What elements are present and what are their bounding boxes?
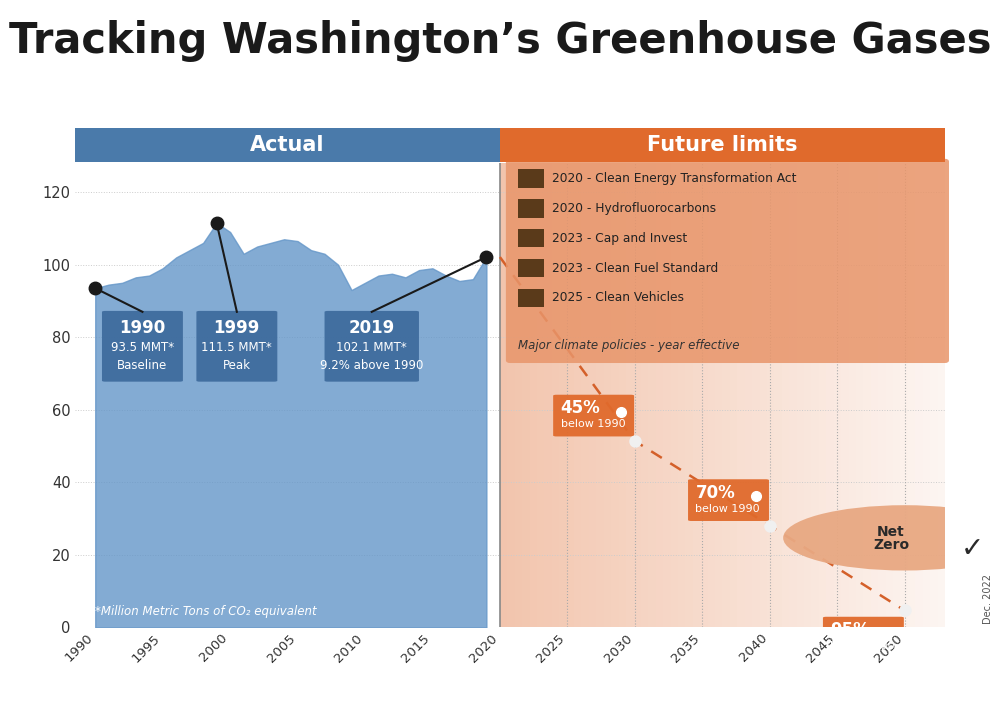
Text: 2020 - Hydrofluorocarbons: 2020 - Hydrofluorocarbons (552, 202, 716, 215)
Text: below 1990: below 1990 (830, 642, 895, 652)
Bar (826, 163, 834, 627)
Bar (589, 163, 596, 627)
Text: 2023 - Cap and Invest: 2023 - Cap and Invest (552, 232, 687, 245)
Text: Tracking Washington’s Greenhouse Gases: Tracking Washington’s Greenhouse Gases (9, 20, 991, 62)
Bar (737, 163, 745, 627)
Bar (500, 163, 507, 627)
FancyBboxPatch shape (325, 311, 419, 381)
Text: Baseline: Baseline (117, 359, 168, 372)
Text: 70%: 70% (695, 484, 735, 502)
Bar (886, 163, 893, 627)
Bar (656, 163, 663, 627)
Bar (708, 163, 715, 627)
Bar (797, 163, 804, 627)
Bar (567, 163, 574, 627)
Bar (507, 163, 515, 627)
Text: 2020 - Clean Energy Transformation Act: 2020 - Clean Energy Transformation Act (552, 172, 796, 185)
Text: 1999: 1999 (214, 319, 260, 337)
Bar (544, 163, 552, 627)
Bar (715, 163, 722, 627)
Bar (522, 163, 530, 627)
FancyBboxPatch shape (823, 617, 904, 659)
Bar (663, 163, 671, 627)
Bar (559, 163, 567, 627)
Bar (537, 163, 544, 627)
Text: Actual: Actual (250, 135, 325, 155)
Text: below 1990: below 1990 (561, 419, 625, 430)
Bar (782, 163, 789, 627)
Text: ✓: ✓ (960, 535, 984, 563)
Bar (760, 163, 767, 627)
Text: Dec. 2022: Dec. 2022 (983, 574, 993, 624)
Bar (648, 163, 656, 627)
Text: *Million Metric Tons of CO₂ equivalent: *Million Metric Tons of CO₂ equivalent (95, 605, 317, 618)
Bar (745, 163, 752, 627)
Bar (574, 163, 581, 627)
Bar (900, 163, 908, 627)
Bar (856, 163, 863, 627)
Bar (767, 163, 774, 627)
Bar (834, 163, 841, 627)
Bar (604, 163, 611, 627)
Text: 45%: 45% (561, 399, 600, 418)
Bar (596, 163, 604, 627)
Bar (893, 163, 900, 627)
Bar (515, 163, 522, 627)
Bar (633, 163, 641, 627)
Bar (722, 163, 730, 627)
Bar (841, 163, 849, 627)
FancyBboxPatch shape (196, 311, 277, 381)
Bar (693, 163, 700, 627)
Bar (871, 163, 878, 627)
Bar (789, 163, 797, 627)
Bar (530, 163, 537, 627)
FancyBboxPatch shape (688, 479, 769, 521)
Bar (923, 163, 930, 627)
Text: Future limits: Future limits (647, 135, 798, 155)
Bar (552, 163, 559, 627)
Bar (626, 163, 633, 627)
Bar (915, 163, 923, 627)
Bar (611, 163, 619, 627)
Bar (938, 163, 945, 627)
Bar (581, 163, 589, 627)
Text: Zero: Zero (873, 538, 909, 552)
Text: Peak: Peak (223, 359, 251, 372)
Bar (678, 163, 685, 627)
Text: 95%: 95% (830, 622, 870, 640)
Text: 2023 - Clean Fuel Standard: 2023 - Clean Fuel Standard (552, 262, 718, 274)
Text: Net: Net (877, 525, 905, 540)
Text: 111.5 MMT*: 111.5 MMT* (201, 341, 272, 354)
Text: 2019: 2019 (349, 319, 395, 337)
Bar (878, 163, 886, 627)
Text: Major climate policies - year effective: Major climate policies - year effective (518, 339, 739, 352)
Bar (930, 163, 938, 627)
Circle shape (783, 506, 1000, 571)
Text: below 1990: below 1990 (695, 504, 760, 514)
Text: 93.5 MMT*: 93.5 MMT* (111, 341, 174, 354)
Bar (908, 163, 915, 627)
Bar (804, 163, 811, 627)
Bar (671, 163, 678, 627)
Bar (863, 163, 871, 627)
Bar (752, 163, 760, 627)
Bar (685, 163, 693, 627)
Bar (700, 163, 708, 627)
Text: 2025 - Clean Vehicles: 2025 - Clean Vehicles (552, 291, 684, 304)
Bar (619, 163, 626, 627)
Bar (774, 163, 782, 627)
FancyBboxPatch shape (102, 311, 183, 381)
Bar (730, 163, 737, 627)
Bar (819, 163, 826, 627)
FancyBboxPatch shape (553, 395, 634, 437)
Text: 1990: 1990 (119, 319, 166, 337)
Bar (849, 163, 856, 627)
Text: 102.1 MMT*: 102.1 MMT* (336, 341, 407, 354)
Bar (641, 163, 648, 627)
Text: 9.2% above 1990: 9.2% above 1990 (320, 359, 423, 372)
Bar (811, 163, 819, 627)
